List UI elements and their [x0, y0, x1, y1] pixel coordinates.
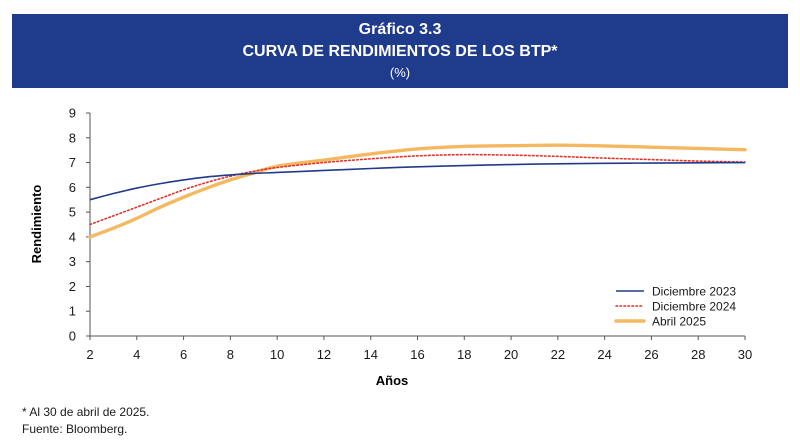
- y-tick-label: 2: [69, 279, 76, 294]
- chart-series: [88, 143, 747, 239]
- x-tick-label: 22: [551, 347, 565, 362]
- x-tick-label: 26: [644, 347, 658, 362]
- x-axis-label: Años: [376, 373, 409, 388]
- chart-notes: * Al 30 de abril de 2025. Fuente: Bloomb…: [22, 404, 149, 438]
- x-tick-label: 4: [133, 347, 140, 362]
- x-tick-label: 6: [180, 347, 187, 362]
- x-tick-label: 16: [410, 347, 424, 362]
- y-tick-label: 6: [69, 180, 76, 195]
- legend-label-diciembre-2024: Diciembre 2024: [652, 300, 736, 314]
- x-tick-label: 18: [457, 347, 471, 362]
- y-axis-label: Rendimiento: [29, 185, 44, 264]
- x-tick-label: 20: [504, 347, 518, 362]
- y-tick-label: 8: [69, 130, 76, 145]
- chart-unit: (%): [389, 65, 411, 80]
- series-line-abril-2025: [88, 143, 747, 239]
- footnote: * Al 30 de abril de 2025.: [22, 405, 150, 419]
- legend-label-diciembre-2023: Diciembre 2023: [652, 285, 736, 299]
- x-tick-label: 14: [363, 347, 377, 362]
- x-tick-label: 10: [270, 347, 284, 362]
- y-tick-label: 5: [69, 205, 76, 220]
- y-tick-label: 7: [69, 155, 76, 170]
- chart-title: CURVA DE RENDIMIENTOS DE LOS BTP*: [242, 43, 558, 60]
- y-tick-label: 0: [69, 329, 76, 344]
- y-tick-label: 9: [69, 106, 76, 121]
- series-line-diciembre-2024: [89, 153, 746, 226]
- legend-label-abril-2025: Abril 2025: [652, 315, 706, 329]
- chart-header-banner: Gráfico 3.3 CURVA DE RENDIMIENTOS DE LOS…: [12, 14, 788, 88]
- x-tick-label: 8: [227, 347, 234, 362]
- source-note: Fuente: Bloomberg.: [22, 422, 128, 436]
- y-tick-label: 3: [69, 254, 76, 269]
- x-tick-label: 28: [691, 347, 705, 362]
- x-tick-label: 30: [738, 347, 752, 362]
- x-tick-label: 12: [317, 347, 331, 362]
- y-tick-label: 4: [69, 229, 76, 244]
- x-tick-label: 24: [597, 347, 611, 362]
- y-tick-label: 1: [69, 304, 76, 319]
- series-line-diciembre-2023: [89, 161, 746, 201]
- chart-number: Gráfico 3.3: [358, 21, 442, 38]
- x-tick-label: 2: [86, 347, 93, 362]
